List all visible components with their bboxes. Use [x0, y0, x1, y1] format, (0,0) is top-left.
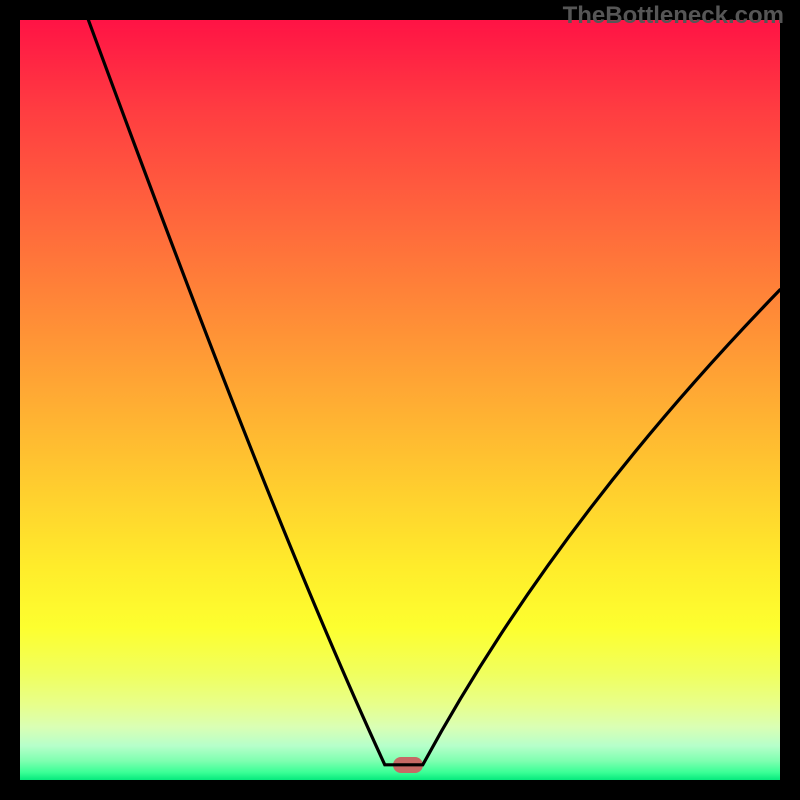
bottleneck-curve — [0, 0, 800, 800]
